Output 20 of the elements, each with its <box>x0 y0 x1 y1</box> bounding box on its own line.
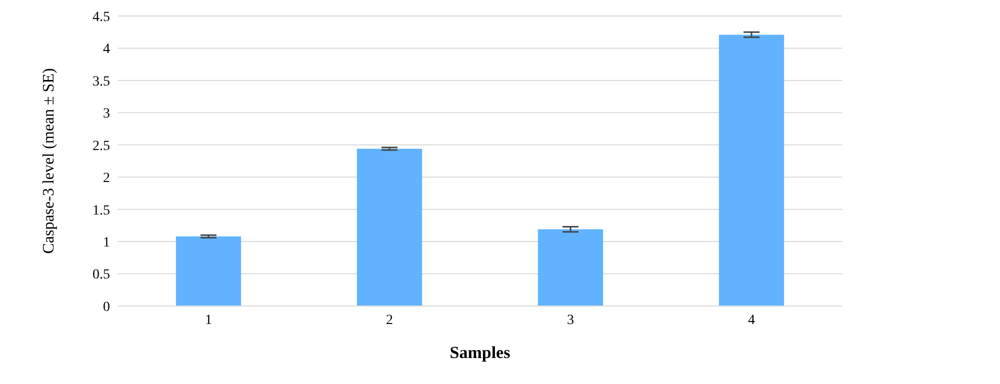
y-tick-label: 1.5 <box>92 203 110 218</box>
y-tick-label: 2.5 <box>92 138 110 154</box>
y-tick-label: 1 <box>103 236 110 251</box>
y-tick-label: 4.5 <box>92 10 110 25</box>
bar <box>356 148 422 306</box>
y-axis-title: Caspase-3 level (mean ± SE) <box>40 68 58 254</box>
y-tick-label: 4 <box>103 42 110 58</box>
y-tick-label: 2 <box>103 171 110 186</box>
bar <box>538 229 604 306</box>
y-tick-label: 3.5 <box>92 74 110 90</box>
y-tick-label: 0.5 <box>92 268 110 283</box>
bar <box>718 34 784 306</box>
x-tick-label: 4 <box>748 312 755 328</box>
x-axis-title: Samples <box>450 343 511 362</box>
x-tick-label: 1 <box>205 312 212 328</box>
y-tick-label: 3 <box>103 106 110 122</box>
x-tick-label: 2 <box>386 312 393 328</box>
x-tick-label: 3 <box>567 312 574 328</box>
y-tick-label: 0 <box>103 300 110 315</box>
bar <box>176 236 242 306</box>
